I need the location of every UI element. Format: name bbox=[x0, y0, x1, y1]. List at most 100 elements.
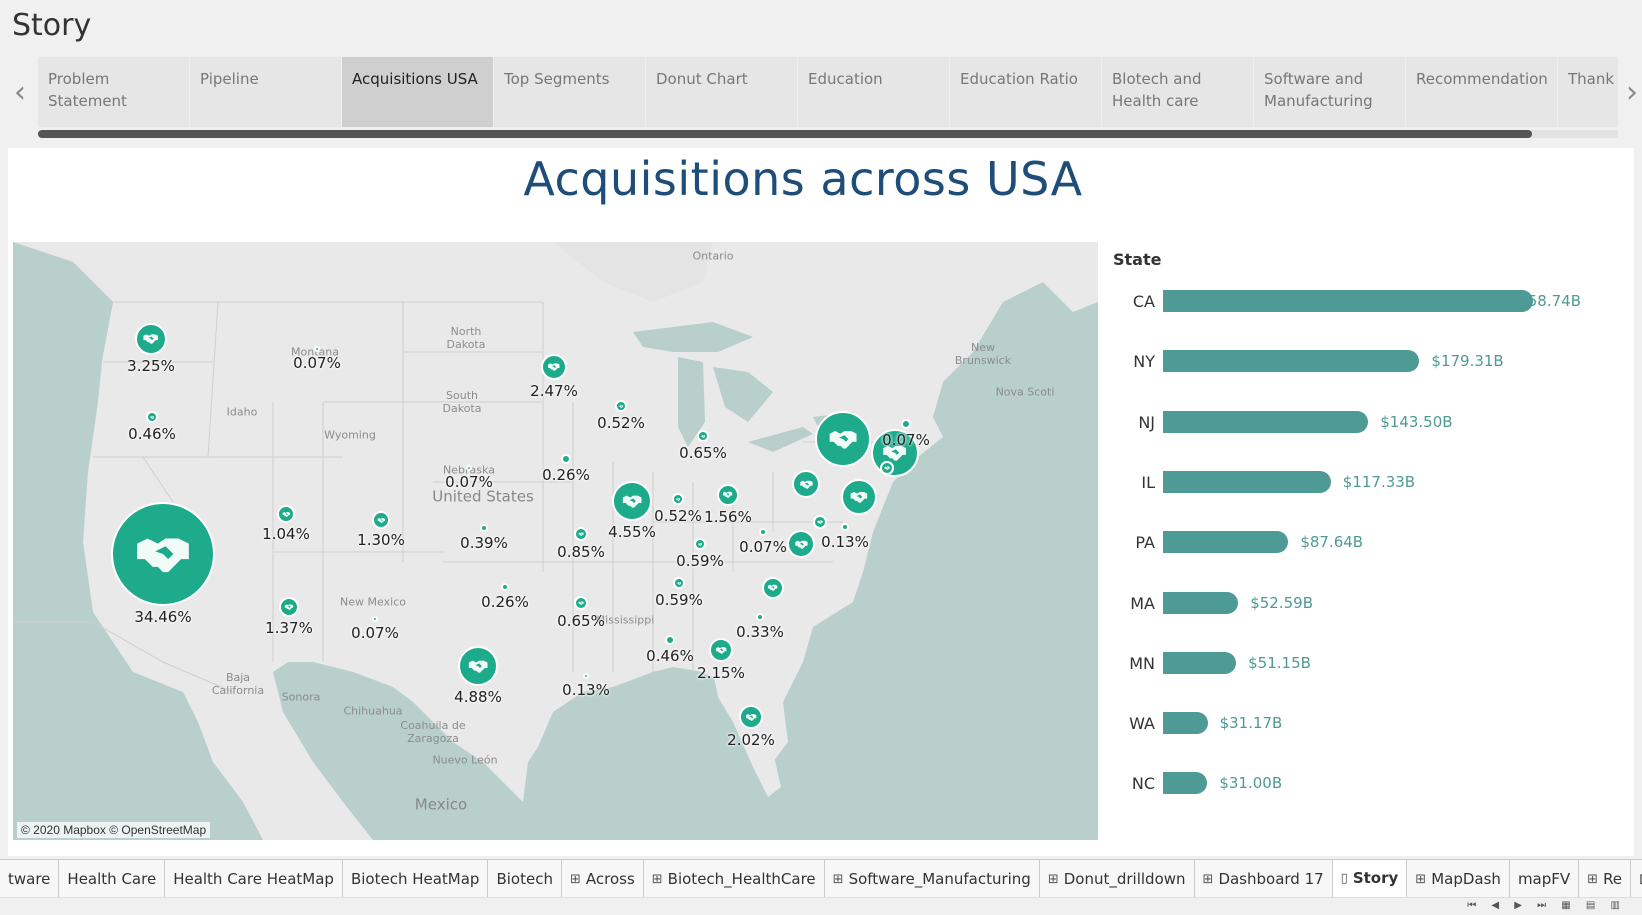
story-point-tab[interactable]: Top Segments bbox=[494, 57, 645, 127]
story-point-tab[interactable]: Pipeline bbox=[190, 57, 341, 127]
handshake-icon bbox=[883, 446, 907, 461]
acquisition-marker-mo[interactable] bbox=[574, 527, 588, 541]
bar-ma[interactable] bbox=[1163, 591, 1239, 614]
acquisition-marker-mt[interactable] bbox=[314, 346, 320, 352]
bar-row[interactable]: IL $117.33B bbox=[1113, 470, 1633, 495]
acquisition-marker-la[interactable] bbox=[583, 673, 589, 679]
acquisition-marker-fl[interactable] bbox=[739, 705, 763, 729]
acquisition-marker-oh[interactable] bbox=[717, 484, 739, 506]
acquisition-marker-wi[interactable] bbox=[615, 400, 627, 412]
acquisition-marker-mn[interactable] bbox=[541, 354, 567, 380]
acquisition-marker-ga[interactable] bbox=[709, 638, 733, 662]
acquisition-marker-or[interactable] bbox=[146, 411, 158, 423]
sheet-tab[interactable]: ▯ Story bbox=[1332, 860, 1408, 897]
scrollbar-thumb[interactable] bbox=[38, 130, 1532, 138]
story-point-tab[interactable]: Recommendation bbox=[1406, 57, 1557, 127]
sheet-tab[interactable]: ⊞ Biotech_HealthCare bbox=[644, 860, 825, 897]
acquisition-marker-ny[interactable] bbox=[815, 411, 871, 467]
sheet-tab[interactable]: Health Care HeatMap bbox=[165, 860, 343, 897]
acquisition-marker-ca[interactable] bbox=[111, 502, 215, 606]
acquisition-marker-ar[interactable] bbox=[574, 596, 588, 610]
acquisition-marker-il[interactable] bbox=[612, 481, 652, 521]
story-point-tab[interactable]: Thank You bbox=[1558, 57, 1618, 127]
acquisition-marker-ks[interactable] bbox=[480, 524, 488, 532]
acquisition-marker-sc[interactable] bbox=[756, 613, 764, 621]
sheet-navigation-controls[interactable]: ⏮ ◀ ▶ ⏭ ▦ ▤ ▥ bbox=[1467, 900, 1626, 911]
bar-row[interactable]: CA $258.74B bbox=[1113, 290, 1633, 314]
story-point-tab[interactable]: Software and Manufacturing bbox=[1254, 57, 1405, 127]
acquisition-marker-nc[interactable] bbox=[762, 577, 784, 599]
bar-pa[interactable] bbox=[1163, 531, 1289, 554]
sheet-tab[interactable]: ⊞ Across bbox=[562, 860, 644, 897]
acquisition-marker-de[interactable] bbox=[813, 515, 827, 529]
sheet-tab[interactable]: mapFV bbox=[1510, 860, 1580, 897]
acquisition-marker-in[interactable] bbox=[672, 493, 684, 505]
status-bar: ⏮ ◀ ▶ ⏭ ▦ ▤ ▥ bbox=[0, 897, 1642, 915]
sheet-tab[interactable]: ⊞ Software_Manufacturing bbox=[825, 860, 1040, 897]
bar-ca[interactable] bbox=[1163, 290, 1533, 312]
acquisition-marker-ky[interactable] bbox=[694, 538, 706, 550]
bar-ny[interactable] bbox=[1163, 350, 1420, 373]
story-point-tab[interactable]: Blotech and Health care bbox=[1102, 57, 1253, 127]
acquisition-marker-az[interactable] bbox=[279, 597, 299, 617]
bar-row[interactable]: NJ $143.50B bbox=[1113, 410, 1633, 435]
sheet-tab-label: MapDash bbox=[1431, 870, 1501, 888]
acquisition-marker-ok[interactable] bbox=[501, 583, 509, 591]
sheet-tab[interactable]: Health Care bbox=[59, 860, 166, 897]
bar-row[interactable]: MN $51.15B bbox=[1113, 651, 1633, 676]
acquisition-marker-md[interactable] bbox=[841, 523, 849, 531]
acquisition-marker-nm[interactable] bbox=[372, 616, 378, 622]
story-point-tab[interactable]: Problem Statement bbox=[38, 57, 189, 127]
sheet-tab[interactable]: tware bbox=[0, 860, 60, 897]
acquisition-marker-ut[interactable] bbox=[277, 505, 295, 523]
acquisition-marker-ia[interactable] bbox=[561, 454, 571, 464]
bar-nj[interactable] bbox=[1163, 410, 1369, 433]
bar-row[interactable]: PA $87.64B bbox=[1113, 531, 1633, 555]
prev-story-point-button[interactable]: ‹ bbox=[14, 74, 26, 110]
sheet-tab[interactable]: ⊞ Donut_drilldown bbox=[1040, 860, 1195, 897]
bar-wa[interactable] bbox=[1163, 712, 1208, 735]
sheet-tab[interactable]: Biotech bbox=[488, 860, 562, 897]
bar-row[interactable]: NC $31.00B bbox=[1113, 772, 1633, 796]
story-point-tab[interactable]: Donut Chart bbox=[646, 57, 797, 127]
acquisition-marker-nh[interactable] bbox=[880, 461, 894, 475]
bar-nc[interactable] bbox=[1163, 772, 1208, 795]
acquisition-marker-wv[interactable] bbox=[759, 528, 767, 536]
map-place-label: Sonora bbox=[281, 690, 321, 704]
sheet-tab[interactable]: ⊞ MapDash bbox=[1407, 860, 1510, 897]
acquisition-marker-al[interactable] bbox=[665, 635, 675, 645]
bar-il[interactable] bbox=[1163, 470, 1331, 493]
acquisition-marker-co[interactable] bbox=[372, 511, 390, 529]
acquisition-marker-tn[interactable] bbox=[673, 577, 685, 589]
acquisition-marker-me[interactable] bbox=[901, 419, 911, 429]
acquisition-marker-ma[interactable] bbox=[871, 429, 919, 477]
acquisition-marker-mi[interactable] bbox=[697, 430, 709, 442]
story-navigator-scrollbar[interactable] bbox=[38, 130, 1618, 138]
acquisition-marker-wa[interactable] bbox=[135, 323, 167, 355]
new-worksheet-icon[interactable]: ⊞ bbox=[1631, 860, 1642, 897]
handshake-icon bbox=[548, 363, 560, 371]
bar-row[interactable]: WA $31.17B bbox=[1113, 712, 1633, 736]
acquisition-marker-ne[interactable] bbox=[466, 465, 472, 471]
acquisition-pct-label: 0.07% bbox=[445, 473, 493, 491]
story-point-tab[interactable]: Acquisitions USA bbox=[342, 57, 493, 127]
acquisition-marker-va[interactable] bbox=[787, 530, 815, 558]
sheet-tab[interactable]: Biotech HeatMap bbox=[343, 860, 489, 897]
next-story-point-button[interactable]: › bbox=[1626, 74, 1638, 110]
handshake-icon bbox=[799, 480, 813, 489]
sheet-tab[interactable]: ⊞ Dashboard 17 bbox=[1195, 860, 1333, 897]
acquisition-marker-pa[interactable] bbox=[792, 470, 820, 498]
acquisition-pct-label: 0.65% bbox=[679, 444, 727, 462]
bar-mn[interactable] bbox=[1163, 651, 1237, 674]
acquisition-pct-label: 4.88% bbox=[454, 688, 502, 706]
acquisition-marker-nj[interactable] bbox=[841, 479, 877, 515]
bar-row[interactable]: NY $179.31B bbox=[1113, 350, 1633, 374]
bar-category-label: WA bbox=[1129, 714, 1155, 734]
usa-map[interactable]: Ontario Montana North Dakota South Dakota Id… bbox=[13, 242, 1098, 840]
acquisition-marker-tx[interactable] bbox=[458, 646, 498, 686]
story-point-tab[interactable]: Education Ratio bbox=[950, 57, 1101, 127]
story-point-tab[interactable]: Education bbox=[798, 57, 949, 127]
sheet-tab[interactable]: ⊞ Re bbox=[1579, 860, 1632, 897]
acquisition-pct-label: 0.07% bbox=[293, 354, 341, 372]
bar-row[interactable]: MA $52.59B bbox=[1113, 591, 1633, 616]
